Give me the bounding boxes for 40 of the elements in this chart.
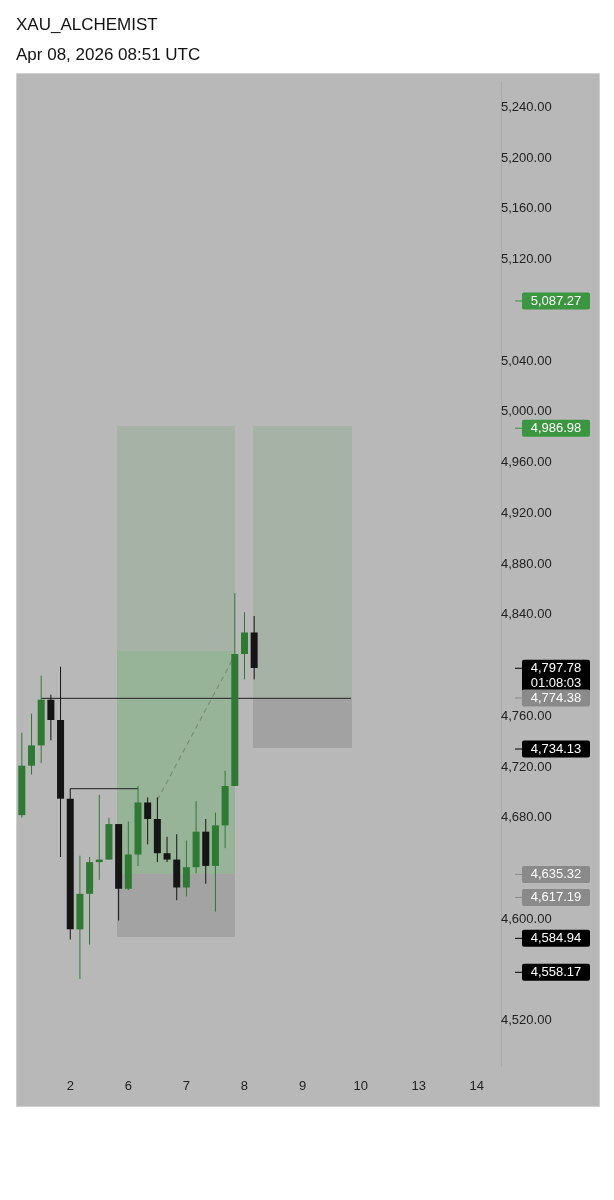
x-tick-label: 9: [298, 1077, 307, 1093]
x-tick-label: 10: [353, 1077, 368, 1093]
ref-line-label: 4,584.94: [530, 929, 582, 945]
chart-subtitle: Apr 08, 2026 08:51 UTC: [16, 44, 202, 66]
y-tick-label: 5,200.00: [501, 149, 552, 165]
y-tick-label: 4,880.00: [501, 555, 552, 571]
y-tick-label: 5,160.00: [501, 200, 552, 216]
ref-line-label: 4,797.78 01:08:03: [530, 659, 582, 690]
x-tick-label: 14: [469, 1077, 485, 1093]
y-tick-label: 5,120.00: [501, 251, 552, 267]
chart-title: XAU_ALCHEMIST: [16, 14, 159, 36]
candlestick: [47, 694, 55, 741]
ref-line-label: 5,087.27: [530, 292, 582, 308]
y-tick-label: 4,840.00: [501, 606, 552, 622]
y-tick-label: 4,720.00: [501, 758, 552, 774]
x-tick-label: 2: [66, 1077, 74, 1093]
y-tick-label: 4,760.00: [501, 707, 552, 723]
candlestick: [182, 840, 190, 897]
y-tick-label: 5,240.00: [501, 98, 552, 114]
y-tick-label: 5,000.00: [501, 403, 552, 419]
candlestick: [28, 713, 36, 776]
ref-line-label: 4,635.32: [530, 865, 582, 881]
x-tick-label: 13: [411, 1077, 426, 1093]
ref-line-label: 4,986.98: [530, 419, 582, 435]
candlestick: [240, 611, 248, 680]
ref-line-label: 4,734.13: [530, 740, 582, 756]
x-tick-label: 8: [240, 1077, 249, 1093]
y-tick-label: 4,600.00: [501, 910, 552, 926]
y-tick-label: 4,920.00: [501, 504, 552, 520]
y-tick-label: 4,960.00: [501, 454, 552, 470]
y-tick-label: 4,680.00: [501, 809, 552, 825]
ref-line-label: 4,617.19: [530, 888, 582, 904]
x-tick-label: 7: [182, 1077, 191, 1093]
y-tick-label: 4,520.00: [501, 1012, 552, 1028]
candlestick: [163, 836, 171, 863]
y-tick-label: 5,040.00: [501, 352, 552, 368]
x-tick-label: 6: [124, 1077, 132, 1093]
candlestick: [144, 796, 152, 845]
ref-line-label: 4,558.17: [530, 963, 582, 979]
ref-line-label: 4,774.38: [530, 689, 582, 705]
